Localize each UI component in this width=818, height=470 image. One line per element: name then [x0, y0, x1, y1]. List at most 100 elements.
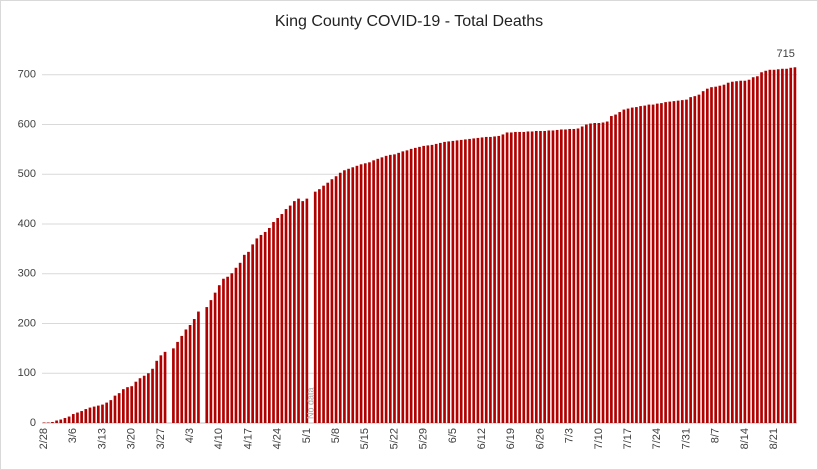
bar	[380, 157, 384, 423]
bar	[772, 69, 776, 424]
bar	[497, 135, 501, 423]
bar	[472, 138, 476, 423]
bar	[368, 162, 371, 423]
bar	[284, 209, 288, 423]
bar	[426, 145, 430, 423]
x-tick-label: 5/15	[359, 428, 371, 449]
bar	[768, 69, 772, 424]
bar	[676, 100, 680, 424]
bar	[785, 68, 788, 423]
y-tick-label: 200	[18, 317, 36, 329]
bar	[155, 360, 159, 423]
bar	[217, 285, 221, 423]
bar	[172, 348, 175, 423]
y-tick-label: 500	[18, 168, 36, 180]
bar	[585, 124, 588, 423]
bar	[451, 140, 455, 424]
bar	[159, 355, 163, 423]
bar	[647, 104, 651, 423]
x-tick-label: 7/3	[564, 428, 576, 443]
bar	[184, 329, 188, 423]
bar	[259, 234, 263, 423]
x-tick-label: 5/8	[330, 428, 342, 443]
bar	[635, 107, 638, 424]
bar	[443, 141, 446, 423]
bar	[680, 100, 684, 423]
x-tick-label: 5/29	[418, 428, 430, 449]
x-tick-label: 8/21	[768, 428, 780, 449]
chart-title: King County COVID-19 - Total Deaths	[275, 13, 543, 30]
bar	[343, 170, 346, 423]
bar	[455, 140, 459, 424]
bar	[330, 179, 334, 423]
bar	[205, 307, 209, 423]
bar	[526, 131, 530, 423]
bar	[476, 137, 480, 423]
bar	[322, 185, 325, 423]
bar	[355, 165, 359, 424]
bar	[564, 129, 567, 423]
bar	[176, 341, 179, 423]
bar	[293, 201, 296, 423]
bar	[71, 414, 75, 423]
bar	[384, 155, 388, 423]
bar	[576, 128, 580, 424]
bar	[605, 121, 609, 423]
bar	[422, 145, 426, 423]
y-tick-label: 600	[18, 118, 36, 130]
x-tick-label: 7/10	[593, 428, 605, 449]
bar	[397, 152, 400, 424]
bar	[447, 141, 451, 424]
bar	[376, 158, 380, 423]
bar	[434, 143, 438, 423]
x-tick-label: 4/3	[184, 428, 196, 443]
bar	[359, 164, 363, 424]
x-tick-label: 5/22	[388, 428, 400, 449]
bar	[601, 122, 605, 423]
bar	[630, 107, 634, 424]
x-tick-label: 6/26	[534, 428, 546, 449]
bar	[672, 101, 676, 424]
bar	[776, 69, 780, 423]
bar	[618, 112, 622, 423]
bar	[489, 136, 492, 423]
bar	[789, 67, 793, 423]
bar	[514, 131, 517, 423]
bar	[238, 262, 242, 423]
bar	[718, 85, 722, 423]
y-tick-label: 0	[30, 417, 36, 429]
bar	[305, 198, 309, 423]
bar	[326, 182, 330, 423]
x-tick-label: 6/19	[505, 428, 517, 449]
bar	[551, 130, 555, 423]
bar	[418, 146, 421, 423]
bar	[580, 126, 584, 424]
bar	[660, 103, 663, 424]
bar	[639, 106, 642, 423]
y-tick-label: 100	[18, 367, 36, 379]
bar	[655, 103, 659, 423]
bar	[63, 418, 67, 423]
bar	[96, 405, 100, 423]
x-tick-label: 7/24	[651, 428, 663, 449]
bar	[701, 91, 705, 423]
bar	[731, 81, 734, 423]
annotation: No data	[305, 387, 315, 419]
bar	[764, 70, 768, 424]
bar	[484, 136, 488, 423]
bar	[101, 404, 104, 423]
x-tick-label: 7/31	[680, 428, 692, 449]
bar	[697, 94, 701, 424]
bar	[735, 81, 738, 423]
bar	[222, 278, 225, 423]
bar	[747, 79, 751, 423]
bar	[689, 97, 692, 423]
bar	[288, 205, 292, 423]
bar	[589, 123, 592, 423]
bar	[297, 198, 300, 423]
bar	[568, 128, 572, 424]
bar	[147, 373, 150, 423]
x-tick-label: 4/10	[213, 428, 225, 449]
bar	[372, 160, 375, 423]
